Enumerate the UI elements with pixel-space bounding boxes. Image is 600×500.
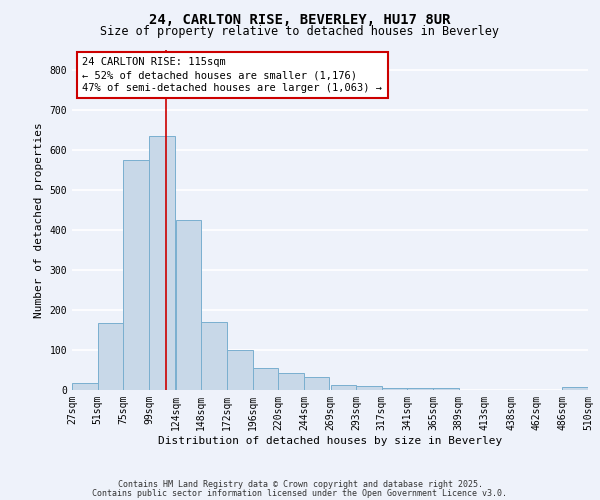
Bar [72, 383, 98, 390]
Bar [123, 160, 149, 390]
Text: Contains HM Land Registry data © Crown copyright and database right 2025.: Contains HM Land Registry data © Crown c… [118, 480, 482, 489]
Bar [253, 368, 278, 390]
Y-axis label: Number of detached properties: Number of detached properties [34, 122, 44, 318]
Bar [331, 385, 356, 390]
Bar [201, 322, 227, 390]
X-axis label: Distribution of detached houses by size in Beverley: Distribution of detached houses by size … [158, 436, 502, 446]
Bar [176, 220, 201, 390]
Bar [227, 350, 253, 390]
Bar [433, 388, 459, 390]
Text: Contains public sector information licensed under the Open Government Licence v3: Contains public sector information licen… [92, 488, 508, 498]
Bar [98, 323, 123, 390]
Bar [149, 136, 175, 390]
Bar [562, 387, 588, 390]
Bar [356, 386, 382, 390]
Text: 24, CARLTON RISE, BEVERLEY, HU17 8UR: 24, CARLTON RISE, BEVERLEY, HU17 8UR [149, 12, 451, 26]
Bar [382, 388, 407, 390]
Bar [407, 388, 433, 390]
Text: 24 CARLTON RISE: 115sqm
← 52% of detached houses are smaller (1,176)
47% of semi: 24 CARLTON RISE: 115sqm ← 52% of detache… [82, 57, 382, 93]
Text: Size of property relative to detached houses in Beverley: Size of property relative to detached ho… [101, 25, 499, 38]
Bar [278, 373, 304, 390]
Bar [304, 377, 329, 390]
